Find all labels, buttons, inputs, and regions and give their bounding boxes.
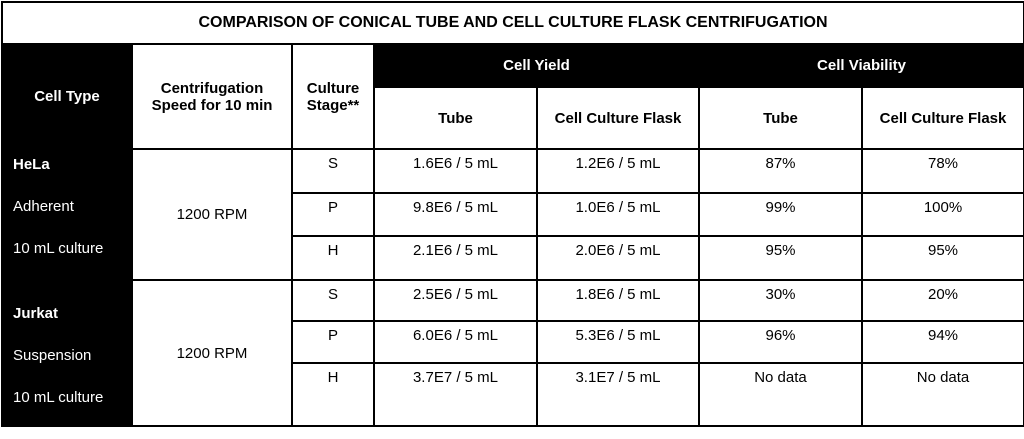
table-row: Jurkat Suspension 10 mL culture 1200 RPM S 2.… <box>1 279 1024 427</box>
subheader: Cell Culture Flask <box>860 86 1024 150</box>
table-cell: H <box>291 362 375 427</box>
table-cell: 1.2E6 / 5 mL <box>536 148 700 194</box>
table-row: H 2.1E6 / 5 mL 2.0E6 / 5 mL 95% 95% <box>2 235 1024 281</box>
table-cell: 2.1E6 / 5 mL <box>373 235 538 281</box>
header-line: Centrifugation <box>160 79 264 97</box>
header-speed: Centrifugation Speed for 10 min <box>131 43 293 150</box>
cell-type: HeLa Adherent 10 mL culture <box>1 148 133 281</box>
comparison-table: COMPARISON OF CONICAL TUBE AND CELL CULT… <box>0 1 1024 427</box>
table-cell: 95% <box>860 235 1024 281</box>
table-cell: H <box>291 235 375 281</box>
table-cell: 6.0E6 / 5 mL <box>373 320 538 364</box>
speed: 1200 RPM <box>131 279 293 427</box>
table-cell: 1.8E6 / 5 mL <box>536 279 700 322</box>
header-line: Speed for 10 min <box>151 96 273 114</box>
table-cell: No data <box>698 362 863 427</box>
subheader: Tube <box>373 86 538 150</box>
table-title: COMPARISON OF CONICAL TUBE AND CELL CULT… <box>0 1 1024 45</box>
table-cell: 2.0E6 / 5 mL <box>536 235 700 281</box>
header-line: Stage** <box>306 96 360 114</box>
table-cell: P <box>291 320 375 364</box>
header-stage: Culture Stage** <box>291 43 375 150</box>
table-cell: 2.5E6 / 5 mL <box>373 279 538 322</box>
table-cell: P <box>291 192 375 237</box>
table-cell: S <box>291 148 375 194</box>
table-cell: 87% <box>698 148 863 194</box>
header-line: Culture <box>306 79 360 97</box>
cell-type-name: Jurkat <box>13 305 59 322</box>
table-cell: No data <box>860 362 1024 427</box>
table-cell: 9.8E6 / 5 mL <box>373 192 538 237</box>
table-cell: 1.0E6 / 5 mL <box>536 192 700 237</box>
table-row: P 9.8E6 / 5 mL 1.0E6 / 5 mL 99% 100% <box>2 192 1024 237</box>
table-row: HeLa Adherent 10 mL culture 1200 RPM S 1.6E6 … <box>1 148 1024 281</box>
table-row: P 6.0E6 / 5 mL 5.3E6 / 5 mL 96% 94% <box>2 320 1024 364</box>
table-row: H 3.7E7 / 5 mL 3.1E7 / 5 mL No data No data <box>2 362 1024 427</box>
table-cell: 100% <box>860 192 1024 237</box>
subheader: Cell Culture Flask <box>536 86 700 150</box>
table-cell: 5.3E6 / 5 mL <box>536 320 700 364</box>
subheader: Tube <box>698 86 863 150</box>
table-cell: 99% <box>698 192 863 237</box>
cell-type-name: HeLa <box>13 156 50 173</box>
table-cell: 30% <box>698 279 863 322</box>
table-row: Tube Cell Culture Flask Tube Cell Culture F… <box>2 86 1024 150</box>
cell-type: Jurkat Suspension 10 mL culture <box>1 279 133 427</box>
table-cell: 1.6E6 / 5 mL <box>373 148 538 194</box>
table-cell: 95% <box>698 235 863 281</box>
cell-type-line: 10 mL culture <box>13 389 104 406</box>
table-cell: S <box>291 279 375 322</box>
cell-type-line: Adherent <box>13 198 74 215</box>
table-cell: 78% <box>860 148 1024 194</box>
table-cell: 96% <box>698 320 863 364</box>
table-cell: 20% <box>860 279 1024 322</box>
cell-type-line: Suspension <box>13 347 92 364</box>
table-cell: 3.1E7 / 5 mL <box>536 362 700 427</box>
header-cell-yield: Cell Yield <box>373 43 700 88</box>
header-cell-type: Cell Type <box>1 43 133 150</box>
table-cell: 94% <box>860 320 1024 364</box>
cell-type-line: 10 mL culture <box>13 240 104 257</box>
table-row: Cell Type Centrifugation Speed for 10 min C… <box>1 43 1024 150</box>
header-cell-viability: Cell Viability <box>697 43 1024 88</box>
table-cell: 3.7E7 / 5 mL <box>373 362 538 427</box>
speed: 1200 RPM <box>131 148 293 281</box>
table-row: COMPARISON OF CONICAL TUBE AND CELL CULT… <box>0 1 1024 45</box>
